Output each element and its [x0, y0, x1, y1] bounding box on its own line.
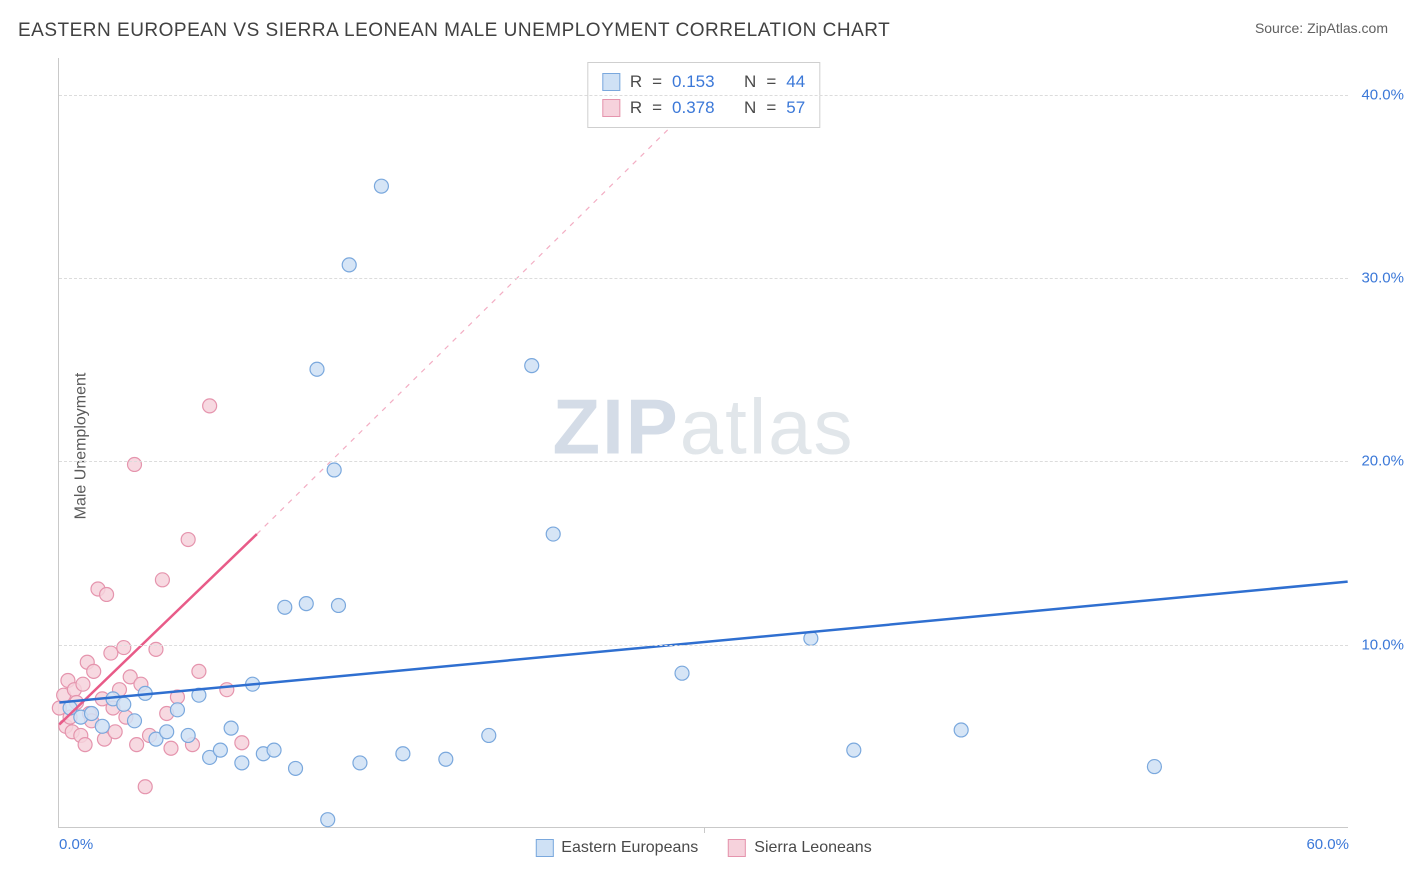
- data-point: [439, 752, 453, 766]
- data-point: [353, 756, 367, 770]
- ytick-label: 10.0%: [1361, 636, 1404, 653]
- legend-label-2: Sierra Leoneans: [754, 839, 871, 857]
- data-point: [117, 697, 131, 711]
- data-point: [224, 721, 238, 735]
- chart-area: ZIPatlas R = 0.153 N = 44 R = 0.378 N = …: [58, 58, 1348, 828]
- gridline: [59, 645, 1348, 646]
- data-point: [482, 728, 496, 742]
- r-value-1: 0.153: [672, 69, 715, 95]
- data-point: [1147, 760, 1161, 774]
- r-label: R: [630, 69, 642, 95]
- data-point: [108, 725, 122, 739]
- corr-row-2: R = 0.378 N = 57: [602, 95, 805, 121]
- data-point: [675, 666, 689, 680]
- data-point: [95, 719, 109, 733]
- data-point: [76, 677, 90, 691]
- data-point: [342, 258, 356, 272]
- eq4: =: [766, 95, 776, 121]
- data-point: [181, 533, 195, 547]
- legend: Eastern Europeans Sierra Leoneans: [535, 839, 871, 857]
- data-point: [85, 706, 99, 720]
- data-point: [331, 598, 345, 612]
- n-label: N: [744, 69, 756, 95]
- xtick-label: 0.0%: [59, 836, 93, 853]
- data-point: [170, 703, 184, 717]
- data-point: [267, 743, 281, 757]
- header: EASTERN EUROPEAN VS SIERRA LEONEAN MALE …: [18, 20, 1388, 42]
- data-point: [299, 597, 313, 611]
- eq2: =: [766, 69, 776, 95]
- data-point: [192, 664, 206, 678]
- n-value-1: 44: [786, 69, 805, 95]
- data-point: [181, 728, 195, 742]
- data-point: [155, 573, 169, 587]
- trend-line-sierra-dashed: [257, 95, 704, 534]
- gridline: [59, 95, 1348, 96]
- legend-label-1: Eastern Europeans: [561, 839, 698, 857]
- legend-swatch-1: [535, 839, 553, 857]
- data-point: [321, 813, 335, 827]
- data-point: [164, 741, 178, 755]
- data-point: [100, 587, 114, 601]
- data-point: [78, 738, 92, 752]
- data-point: [203, 399, 217, 413]
- data-point: [138, 780, 152, 794]
- data-point: [525, 359, 539, 373]
- r-value-2: 0.378: [672, 95, 715, 121]
- plot-svg: [59, 58, 1348, 827]
- data-point: [546, 527, 560, 541]
- data-point: [289, 761, 303, 775]
- data-point: [220, 683, 234, 697]
- eq3: =: [652, 95, 662, 121]
- n-label2: N: [744, 95, 756, 121]
- xtick-label: 60.0%: [1306, 836, 1349, 853]
- legend-item-2: Sierra Leoneans: [728, 839, 871, 857]
- data-point: [104, 646, 118, 660]
- data-point: [127, 714, 141, 728]
- trend-line-eastern: [59, 582, 1347, 703]
- swatch-series-2: [602, 99, 620, 117]
- data-point: [160, 725, 174, 739]
- ytick-label: 30.0%: [1361, 270, 1404, 287]
- data-point: [87, 664, 101, 678]
- data-point: [954, 723, 968, 737]
- data-point: [213, 743, 227, 757]
- xtick-mark: [704, 827, 705, 833]
- legend-swatch-2: [728, 839, 746, 857]
- eq: =: [652, 69, 662, 95]
- ytick-label: 20.0%: [1361, 453, 1404, 470]
- legend-item-1: Eastern Europeans: [535, 839, 698, 857]
- source-attribution: Source: ZipAtlas.com: [1255, 20, 1388, 36]
- gridline: [59, 278, 1348, 279]
- corr-row-1: R = 0.153 N = 44: [602, 69, 805, 95]
- data-point: [278, 600, 292, 614]
- swatch-series-1: [602, 73, 620, 91]
- data-point: [130, 738, 144, 752]
- data-point: [374, 179, 388, 193]
- ytick-label: 40.0%: [1361, 86, 1404, 103]
- r-label2: R: [630, 95, 642, 121]
- n-value-2: 57: [786, 95, 805, 121]
- data-point: [235, 736, 249, 750]
- data-point: [235, 756, 249, 770]
- page-title: EASTERN EUROPEAN VS SIERRA LEONEAN MALE …: [18, 20, 890, 42]
- data-point: [327, 463, 341, 477]
- data-point: [117, 641, 131, 655]
- data-point: [396, 747, 410, 761]
- data-point: [127, 457, 141, 471]
- data-point: [310, 362, 324, 376]
- data-point: [847, 743, 861, 757]
- gridline: [59, 461, 1348, 462]
